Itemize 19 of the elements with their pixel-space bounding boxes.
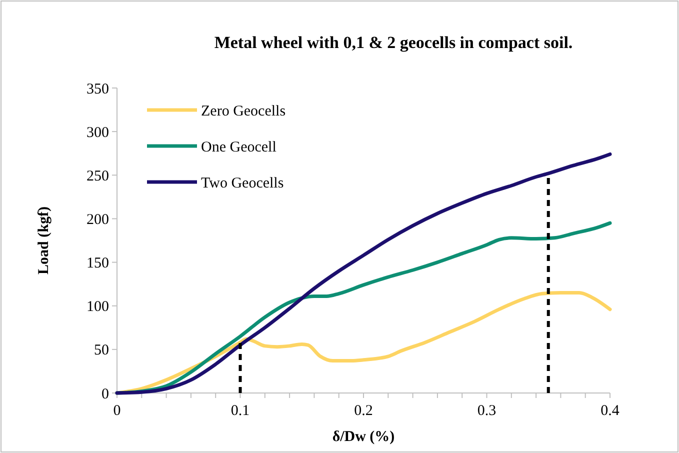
legend-label: One Geocell [201, 139, 276, 156]
x-axis-title: δ/Dw (%) [332, 429, 395, 445]
y-axis-title: Load (kgf) [36, 206, 52, 274]
legend-label: Two Geocells [201, 175, 284, 192]
y-tick-label: 100 [86, 299, 109, 316]
x-tick-label: 0 [113, 403, 121, 419]
y-tick-label: 150 [86, 256, 109, 272]
chart-title: Metal wheel with 0,1 & 2 geocells in compact soil. [214, 33, 573, 52]
x-tick-label: 0.3 [477, 403, 496, 419]
x-tick-label: 0.2 [354, 403, 373, 419]
y-tick-label: 350 [86, 81, 109, 98]
x-tick-label: 0.1 [230, 403, 250, 419]
y-tick-label: 300 [86, 124, 109, 141]
y-tick-label: 200 [86, 212, 109, 228]
y-tick-label: 0 [102, 386, 109, 402]
y-tick-label: 50 [94, 342, 109, 359]
y-tick-label: 250 [86, 168, 109, 184]
legend-label: Zero Geocells [201, 103, 286, 120]
x-tick-label: 0.4 [600, 403, 620, 419]
